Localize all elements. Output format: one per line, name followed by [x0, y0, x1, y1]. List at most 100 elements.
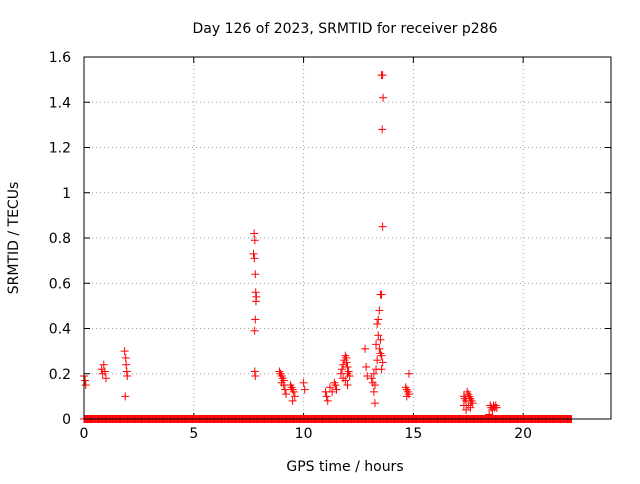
data-point — [363, 372, 372, 381]
data-point — [377, 365, 386, 374]
data-point — [379, 93, 388, 102]
data-point — [345, 372, 354, 381]
data-point — [377, 351, 386, 360]
y-tick-label: 0.2 — [49, 367, 71, 383]
data-point — [370, 381, 379, 390]
grid-lines — [84, 57, 611, 419]
data-point — [122, 360, 131, 369]
data-point — [288, 385, 297, 394]
data-point — [378, 125, 387, 134]
data-point — [362, 362, 371, 371]
x-axis-label: GPS time / hours — [286, 459, 403, 475]
axis-ticks: 0 5 10 15 20 0 0.2 0.4 0.6 0.8 1 1.2 1.4 1.6 — [49, 50, 611, 442]
data-point — [251, 270, 260, 279]
data-point — [367, 374, 376, 383]
data-point — [250, 236, 259, 245]
data-point — [280, 385, 289, 394]
data-point — [81, 376, 90, 385]
x-tick-label: 10 — [295, 426, 313, 442]
data-point — [251, 288, 260, 297]
data-point — [121, 353, 130, 362]
data-point — [339, 374, 348, 383]
x-tick-label: 15 — [404, 426, 422, 442]
data-point — [287, 383, 296, 392]
y-tick-label: 1.6 — [49, 50, 71, 66]
data-point — [378, 358, 387, 367]
data-point — [344, 367, 353, 376]
data-point — [376, 335, 385, 344]
data-point — [375, 306, 384, 315]
data-point — [374, 331, 383, 340]
data-point — [101, 374, 110, 383]
data-point — [466, 403, 475, 412]
data-point — [322, 392, 331, 401]
data-point — [369, 387, 378, 396]
data-point — [328, 387, 337, 396]
data-point — [377, 290, 386, 299]
data-point — [343, 381, 352, 390]
data-point — [373, 319, 382, 328]
data-point — [368, 378, 377, 387]
data-point — [251, 372, 260, 381]
data-point — [492, 403, 501, 412]
data-point — [402, 392, 411, 401]
data-point — [330, 378, 339, 387]
chart-title: Day 126 of 2023, SRMTID for receiver p28… — [192, 21, 497, 37]
data-point — [485, 410, 494, 419]
data-point — [251, 315, 260, 324]
data-point — [343, 362, 352, 371]
data-point — [121, 392, 130, 401]
y-tick-label: 0 — [62, 412, 71, 428]
data-point — [123, 372, 132, 381]
data-point — [282, 390, 291, 399]
y-tick-label: 1.4 — [49, 95, 71, 111]
x-tick-label: 5 — [189, 426, 198, 442]
y-tick-label: 0.4 — [49, 322, 71, 338]
data-point — [331, 381, 340, 390]
data-point — [459, 401, 468, 410]
data-point — [300, 385, 309, 394]
data-point — [341, 351, 350, 360]
data-point — [100, 367, 109, 376]
data-point — [120, 347, 129, 356]
data-point — [369, 369, 378, 378]
data-point — [99, 360, 108, 369]
plot-frame — [83, 56, 612, 420]
data-point — [342, 353, 351, 362]
y-tick-label: 1.2 — [49, 141, 71, 157]
data-point — [251, 297, 260, 306]
data-point — [375, 344, 384, 353]
data-point — [373, 356, 382, 365]
y-tick-label: 0.6 — [49, 276, 71, 292]
y-tick-label: 0.8 — [49, 231, 71, 247]
data-point — [370, 399, 379, 408]
data-point — [341, 376, 350, 385]
data-point — [374, 315, 383, 324]
data-point — [323, 396, 332, 405]
data-point — [361, 344, 370, 353]
data-point — [288, 396, 297, 405]
data-point — [250, 326, 259, 335]
data-point — [332, 385, 341, 394]
data-point — [403, 387, 412, 396]
x-tick-label: 0 — [80, 426, 89, 442]
data-point — [404, 369, 413, 378]
x-tick-label: 20 — [514, 426, 532, 442]
data-point — [290, 392, 299, 401]
data-points — [80, 71, 576, 423]
data-point — [378, 71, 387, 80]
y-axis-label: SRMTID / TECUs — [6, 182, 22, 295]
data-point — [250, 229, 259, 238]
data-point — [249, 249, 258, 258]
data-point — [250, 254, 259, 263]
data-point — [81, 381, 90, 390]
data-point — [378, 222, 387, 231]
data-point — [372, 340, 381, 349]
data-point — [325, 383, 334, 392]
data-point — [289, 387, 298, 396]
data-point — [468, 399, 477, 408]
data-point — [462, 405, 471, 414]
data-point — [343, 369, 352, 378]
